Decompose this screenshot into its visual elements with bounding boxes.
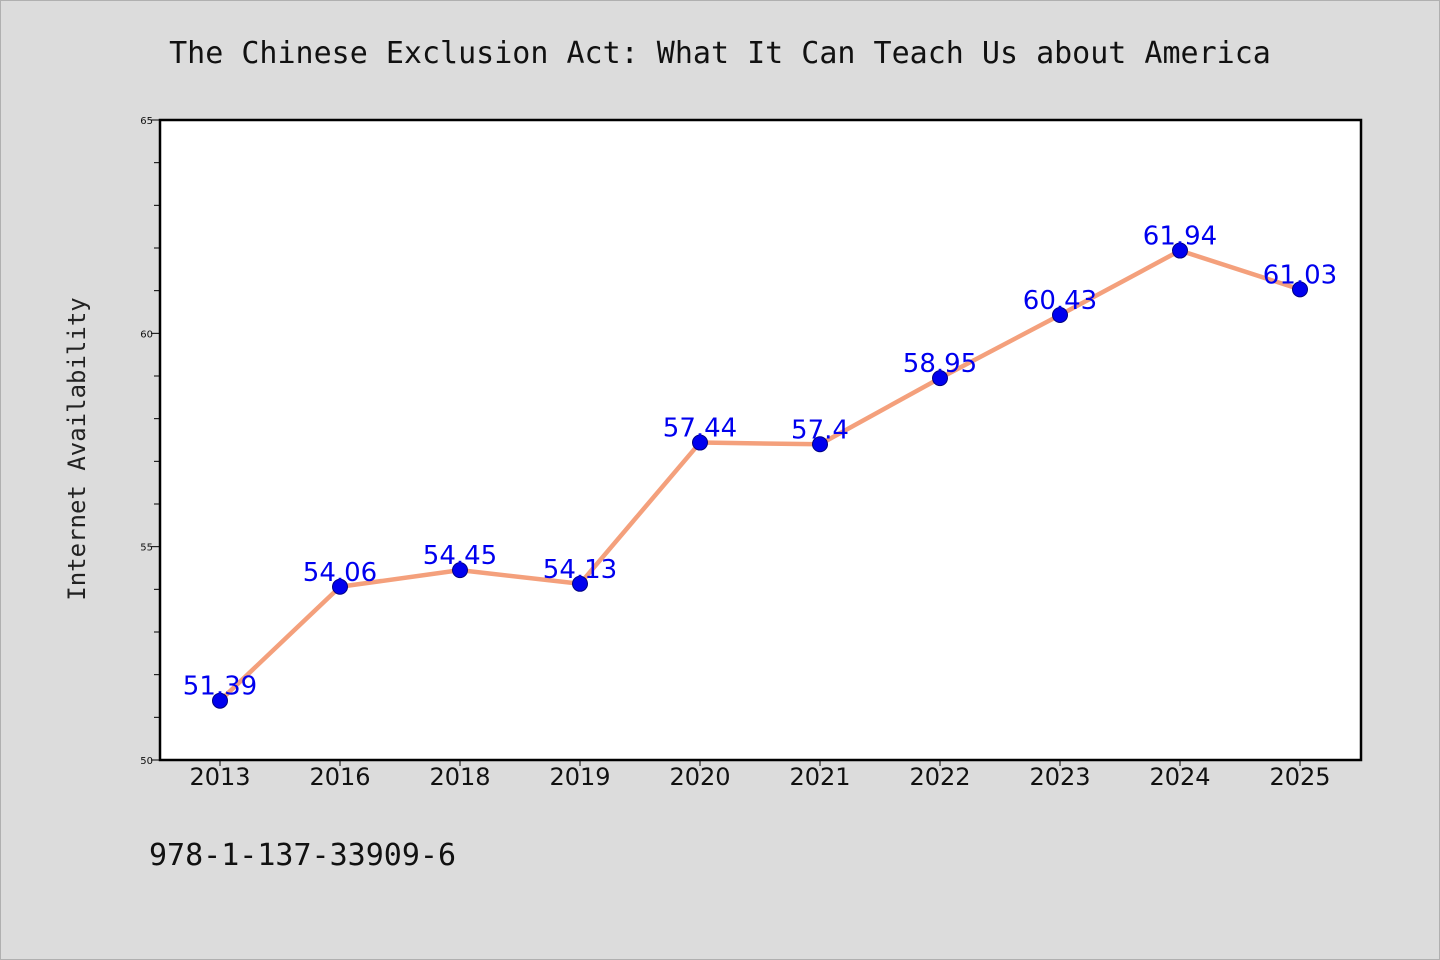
data-label: 51.39 [183, 672, 257, 702]
series-line [217, 248, 1303, 703]
x-axis-ticks: 2013 2016 2018 2019 2020 2021 2022 2023 2024 2025 [189, 760, 1331, 791]
x-tick-label: 2022 [909, 763, 970, 791]
data-label: 60.43 [1023, 286, 1097, 316]
data-points [212, 242, 1308, 709]
data-label: 57.44 [663, 414, 737, 444]
data-point [932, 370, 948, 387]
data-point [1172, 242, 1188, 259]
data-label: 54.45 [423, 541, 497, 571]
y-tick-label: 60 [140, 329, 153, 340]
x-tick-label: 2024 [1149, 763, 1210, 791]
x-tick-label: 2018 [429, 763, 490, 791]
y-tick-label: 65 [140, 116, 153, 127]
x-tick-label: 2025 [1269, 763, 1330, 791]
y-axis-label: Internet Availability [63, 297, 91, 600]
data-point [812, 436, 828, 453]
x-tick-label: 2016 [309, 763, 370, 791]
y-tick-label: 55 [140, 543, 153, 554]
y-axis-ticks: 50 55 60 65 [140, 116, 160, 767]
data-label: 58.95 [903, 349, 977, 379]
data-point [692, 434, 708, 451]
data-point [1052, 306, 1068, 323]
x-tick-label: 2021 [789, 763, 850, 791]
plot-area [158, 118, 1363, 762]
data-point [572, 575, 588, 592]
data-point [452, 562, 468, 579]
x-tick-label: 2019 [549, 763, 610, 791]
y-tick-label: 50 [140, 756, 153, 767]
data-point [1292, 281, 1308, 298]
data-labels: 51.39 54.06 54.45 54.13 57.44 57.4 58.95 60.43 6… [183, 222, 1337, 702]
data-label: 61.94 [1143, 222, 1217, 252]
footer-isbn: 978-1-137-33909-6 [149, 838, 456, 873]
chart-title: The Chinese Exclusion Act: What It Can T… [169, 36, 1271, 71]
data-label: 54.13 [543, 555, 617, 585]
data-point [332, 578, 348, 595]
data-label: 54.06 [303, 558, 377, 588]
data-label: 57.4 [791, 415, 849, 445]
x-tick-label: 2013 [189, 763, 250, 791]
x-tick-label: 2020 [669, 763, 730, 791]
data-point [212, 692, 228, 709]
x-tick-label: 2023 [1029, 763, 1090, 791]
data-label: 61.03 [1263, 260, 1337, 290]
